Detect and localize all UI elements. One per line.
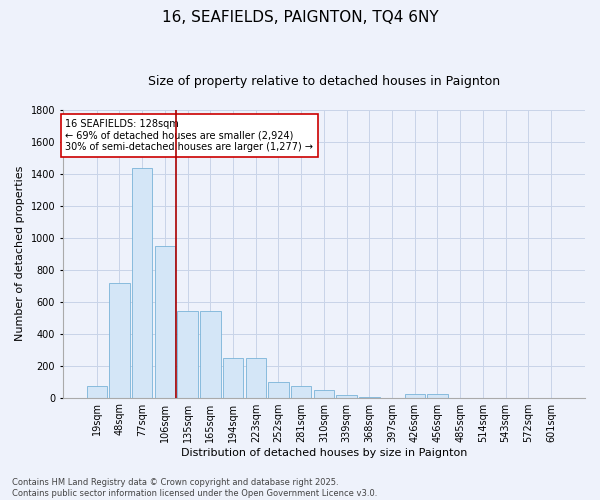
Bar [337, 395, 357, 398]
Bar [404, 394, 425, 398]
Bar [200, 312, 221, 398]
Bar [245, 358, 266, 398]
Bar [155, 246, 175, 398]
Text: 16, SEAFIELDS, PAIGNTON, TQ4 6NY: 16, SEAFIELDS, PAIGNTON, TQ4 6NY [161, 10, 439, 25]
Bar [86, 386, 107, 398]
Bar [223, 358, 243, 398]
Bar [132, 168, 152, 398]
Bar [314, 390, 334, 398]
Text: Contains HM Land Registry data © Crown copyright and database right 2025.
Contai: Contains HM Land Registry data © Crown c… [12, 478, 377, 498]
Title: Size of property relative to detached houses in Paignton: Size of property relative to detached ho… [148, 75, 500, 88]
Bar [268, 382, 289, 398]
Bar [359, 397, 380, 398]
X-axis label: Distribution of detached houses by size in Paignton: Distribution of detached houses by size … [181, 448, 467, 458]
Bar [291, 386, 311, 398]
Y-axis label: Number of detached properties: Number of detached properties [15, 166, 25, 342]
Text: 16 SEAFIELDS: 128sqm
← 69% of detached houses are smaller (2,924)
30% of semi-de: 16 SEAFIELDS: 128sqm ← 69% of detached h… [65, 118, 313, 152]
Bar [109, 282, 130, 398]
Bar [427, 394, 448, 398]
Bar [178, 312, 198, 398]
